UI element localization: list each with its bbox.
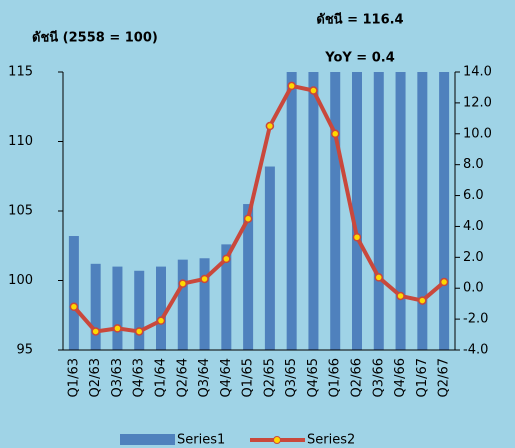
x-tick-label: Q2/67 [437, 358, 452, 397]
legend-swatch [120, 434, 175, 445]
y2-tick-label: -2.0 [463, 312, 488, 327]
bar [330, 72, 341, 350]
y2-tick-label: 12.0 [463, 95, 492, 110]
y-tick-label: 95 [16, 343, 33, 358]
y-tick-label: 115 [8, 65, 33, 80]
x-tick-label: Q2/63 [88, 358, 103, 397]
bar [221, 244, 232, 350]
x-tick-label: Q4/65 [306, 358, 321, 397]
bar [68, 236, 79, 350]
x-tick-label: Q3/64 [197, 358, 212, 397]
x-tick-label: Q1/63 [66, 358, 81, 397]
bar [395, 72, 406, 350]
x-tick-label: Q3/66 [371, 358, 386, 397]
marker [418, 296, 427, 305]
annotation: YoY = 0.4 [324, 51, 395, 66]
y-tick-label: 110 [8, 134, 33, 149]
x-tick-label: Q3/63 [110, 358, 125, 397]
bar [112, 266, 123, 350]
y2-tick-label: 6.0 [463, 188, 484, 203]
marker [396, 291, 405, 301]
bar [373, 72, 384, 350]
marker [222, 254, 231, 264]
bar [439, 72, 450, 350]
marker [113, 324, 122, 333]
y2-tick-label: 0.0 [463, 281, 484, 296]
bar [199, 258, 210, 350]
x-tick-label: Q2/65 [262, 358, 277, 397]
bar [156, 266, 166, 350]
annotation: ดัชนี = 116.4 [316, 12, 403, 28]
x-tick-label: Q1/67 [415, 358, 430, 397]
bar [352, 72, 362, 350]
marker [439, 277, 449, 287]
line [72, 83, 446, 334]
y-tick-label: 100 [8, 273, 33, 288]
bars [68, 72, 450, 350]
marker [374, 273, 384, 282]
legend-marker [273, 436, 281, 444]
bar [134, 270, 145, 350]
x-tick-label: Q4/64 [219, 358, 234, 397]
bar [264, 166, 275, 350]
marker [200, 274, 209, 284]
bar [308, 72, 319, 350]
x-tick-label: Q2/66 [350, 358, 365, 397]
marker [243, 214, 253, 223]
marker [309, 86, 318, 95]
x-tick-label: Q1/64 [154, 358, 169, 397]
marker [178, 279, 188, 288]
y2-tick-label: 10.0 [463, 126, 492, 141]
marker [69, 302, 79, 312]
y2-tick-label: -4.0 [463, 343, 488, 358]
bar [417, 72, 428, 350]
y2-tick-label: 14.0 [463, 65, 492, 80]
bar [90, 263, 101, 350]
y-tick-label: 105 [8, 204, 33, 219]
marker [156, 316, 166, 325]
legend-label: Series1 [177, 433, 225, 448]
x-tick-label: Q1/65 [241, 358, 256, 397]
marker [287, 81, 296, 91]
x-tick-label: Q4/66 [393, 358, 408, 397]
marker [330, 129, 340, 139]
chart-title: ดัชนี (2558 = 100) [32, 30, 158, 46]
x-tick-label: Q1/66 [328, 358, 343, 397]
x-tick-label: Q3/65 [284, 358, 299, 397]
marker [91, 327, 100, 336]
marker [352, 233, 362, 242]
bar [177, 259, 188, 350]
bar [286, 72, 297, 350]
x-tick-label: Q2/64 [175, 358, 190, 397]
y2-tick-label: 8.0 [463, 157, 484, 172]
y2-tick-label: 2.0 [463, 250, 484, 265]
marker [265, 121, 275, 131]
marker [134, 327, 144, 336]
legend-label: Series2 [307, 433, 355, 448]
y2-tick-label: 4.0 [463, 219, 484, 234]
x-tick-label: Q4/63 [132, 358, 147, 397]
bar [243, 204, 254, 350]
